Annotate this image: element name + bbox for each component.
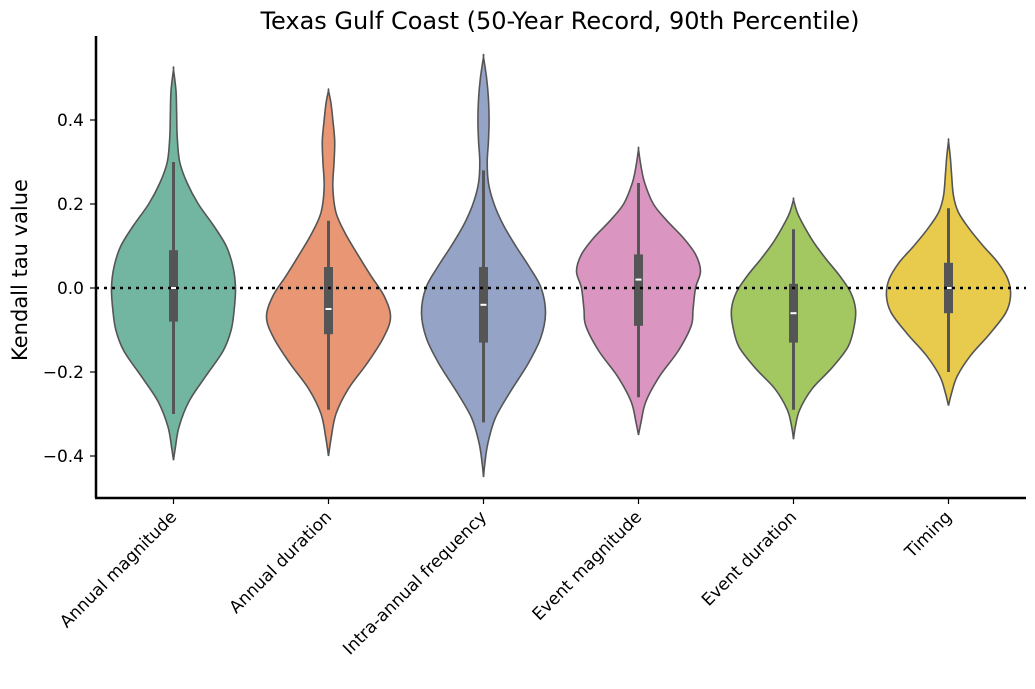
violins-group xyxy=(110,53,1012,478)
x-tick-label: Event duration xyxy=(698,507,801,610)
violin-median xyxy=(325,308,332,310)
y-tick-label: 0.4 xyxy=(57,111,84,131)
violin-iqr-box xyxy=(634,254,643,326)
y-ticks-group: −0.4 −0.2 0.0 0.2 0.4 xyxy=(43,111,96,467)
chart-title: Texas Gulf Coast (50-Year Record, 90th P… xyxy=(259,7,859,35)
x-tick-label: Intra-annual frequency xyxy=(339,507,491,659)
y-tick-label: −0.4 xyxy=(43,447,84,467)
violin-group xyxy=(730,197,857,440)
y-tick-label: −0.2 xyxy=(43,363,84,383)
violin-iqr-box xyxy=(169,250,178,322)
x-tick-label: Annual duration xyxy=(226,507,336,617)
violin-median xyxy=(635,278,642,281)
violin-median xyxy=(945,287,952,289)
violin-group xyxy=(420,53,547,478)
y-axis-label: Kendall tau value xyxy=(8,179,32,361)
violin-median xyxy=(170,287,177,289)
x-tick-label: Annual magnitude xyxy=(56,507,181,632)
violin-median xyxy=(790,312,797,315)
y-tick-label: 0.2 xyxy=(57,195,84,215)
x-tick-label: Timing xyxy=(901,507,956,562)
violin-group xyxy=(575,146,702,436)
violin-group xyxy=(110,66,237,461)
violin-median xyxy=(480,303,487,306)
x-tick-label: Event magnitude xyxy=(529,507,646,624)
violin-group xyxy=(885,138,1012,406)
y-tick-label: 0.0 xyxy=(57,279,84,299)
x-ticks-group: Annual magnitude Annual duration Intra-ann… xyxy=(56,498,956,659)
violin-group xyxy=(265,88,392,457)
violin-iqr-box xyxy=(324,267,333,335)
